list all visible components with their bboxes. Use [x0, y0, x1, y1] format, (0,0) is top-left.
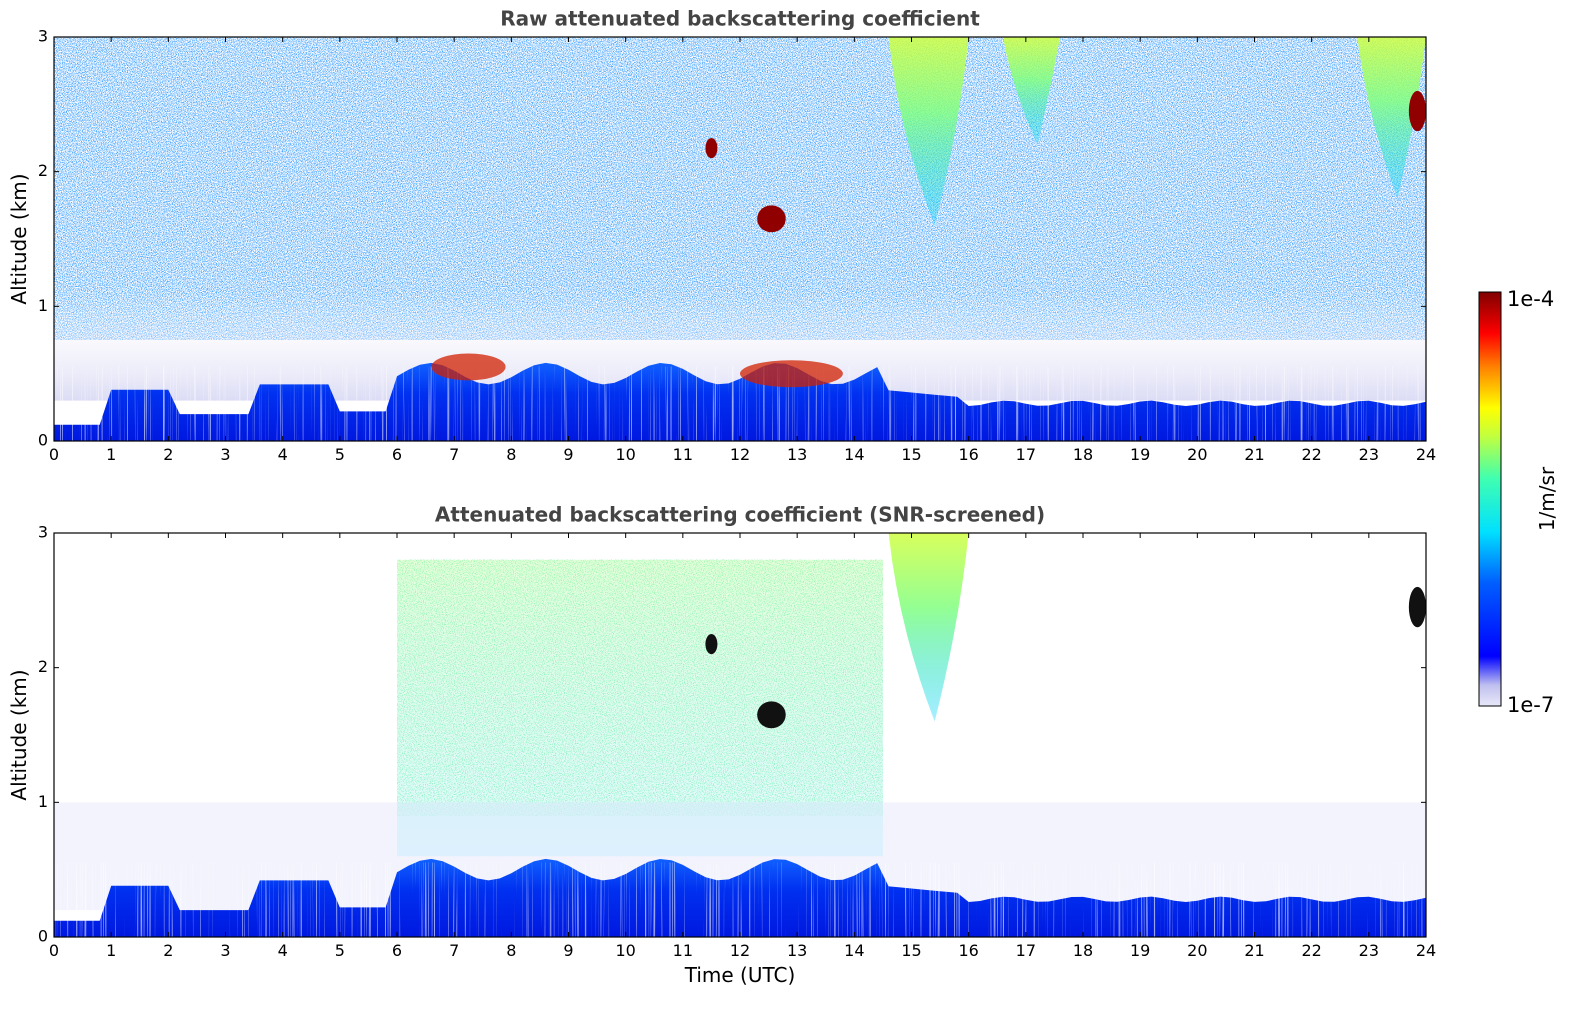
x-tick-label: 11	[673, 445, 693, 464]
x-tick-label: 23	[1359, 445, 1379, 464]
x-tick-label: 15	[901, 941, 921, 960]
y-tick-label: 3	[38, 27, 48, 46]
x-tick-label: 12	[730, 941, 750, 960]
x-tick-label: 13	[787, 941, 807, 960]
x-tick-label: 18	[1073, 941, 1093, 960]
x-tick-label: 22	[1301, 941, 1321, 960]
x-tick-label: 18	[1073, 445, 1093, 464]
feature-cloud-c	[1408, 586, 1426, 628]
x-tick-label: 17	[1016, 941, 1036, 960]
x-tick-label: 6	[392, 445, 402, 464]
x-tick-label: 1	[106, 941, 116, 960]
feature-cirrus-3	[1357, 37, 1426, 199]
x-axis-label: Time (UTC)	[684, 963, 796, 987]
y-tick-label: 2	[38, 161, 48, 180]
x-tick-label: 13	[787, 445, 807, 464]
x-tick-label: 14	[844, 941, 864, 960]
x-tick-label: 11	[673, 941, 693, 960]
panels: Raw attenuated backscattering coefficien…	[7, 7, 1436, 988]
x-tick-label: 23	[1359, 941, 1379, 960]
y-tick-label: 3	[38, 523, 48, 542]
x-tick-label: 21	[1244, 941, 1264, 960]
feature-cloud-a	[705, 138, 718, 159]
noise-field	[54, 37, 1426, 340]
x-tick-label: 8	[506, 445, 516, 464]
panel-title: Raw attenuated backscattering coefficien…	[500, 7, 980, 31]
x-tick-label: 14	[844, 445, 864, 464]
y-axis-label: Altitude (km)	[7, 669, 31, 800]
x-tick-label: 7	[449, 445, 459, 464]
y-tick-label: 1	[38, 792, 48, 811]
x-tick-label: 1	[106, 445, 116, 464]
feature-cloud-a	[705, 634, 718, 655]
feature-aerosol-top-1	[431, 353, 506, 381]
feature-boundary-layer-gaps	[54, 366, 1426, 441]
x-tick-label: 20	[1187, 941, 1207, 960]
x-tick-label: 5	[335, 941, 345, 960]
x-tick-label: 2	[163, 445, 173, 464]
x-tick-label: 16	[958, 445, 978, 464]
feature-boundary-layer-gaps	[54, 862, 1426, 937]
x-tick-label: 3	[220, 445, 230, 464]
x-tick-label: 21	[1244, 445, 1264, 464]
colorbar: 1e-4 1e-7 1/m/sr	[1478, 287, 1559, 717]
colorbar-min-label: 1e-7	[1507, 693, 1554, 717]
x-tick-label: 9	[563, 445, 573, 464]
x-tick-label: 12	[730, 445, 750, 464]
x-tick-label: 0	[49, 445, 59, 464]
colorbar-gradient	[1478, 291, 1502, 707]
panel-2: Attenuated backscattering coefficient (S…	[7, 503, 1436, 988]
x-tick-label: 24	[1416, 941, 1436, 960]
x-tick-label: 6	[392, 941, 402, 960]
heatmap-field	[54, 533, 1426, 937]
x-tick-label: 10	[615, 445, 635, 464]
x-tick-label: 4	[278, 445, 288, 464]
colorbar-unit-label: 1/m/sr	[1535, 466, 1559, 531]
x-tick-label: 0	[49, 941, 59, 960]
x-tick-label: 4	[278, 941, 288, 960]
colorbar-max-label: 1e-4	[1507, 287, 1554, 311]
x-tick-label: 9	[563, 941, 573, 960]
feature-cloud-b	[757, 205, 786, 233]
x-tick-label: 7	[449, 941, 459, 960]
y-tick-label: 0	[38, 431, 48, 450]
x-tick-label: 16	[958, 941, 978, 960]
x-tick-label: 24	[1416, 445, 1436, 464]
x-tick-label: 10	[615, 941, 635, 960]
x-tick-label: 15	[901, 445, 921, 464]
x-tick-label: 17	[1016, 445, 1036, 464]
x-tick-label: 22	[1301, 445, 1321, 464]
feature-cloud-b	[757, 701, 786, 729]
feature-cirrus-1	[888, 533, 969, 722]
x-tick-label: 8	[506, 941, 516, 960]
y-tick-label: 2	[38, 657, 48, 676]
panel-1: Raw attenuated backscattering coefficien…	[7, 7, 1436, 465]
x-tick-label: 2	[163, 941, 173, 960]
feature-cirrus-1	[888, 37, 969, 226]
x-tick-label: 19	[1130, 941, 1150, 960]
y-tick-label: 1	[38, 296, 48, 315]
feature-residual-aerosol	[397, 559, 883, 857]
feature-cloud-c	[1408, 90, 1426, 132]
panel-title: Attenuated backscattering coefficient (S…	[435, 503, 1045, 527]
y-axis-label: Altitude (km)	[7, 173, 31, 304]
x-tick-label: 3	[220, 941, 230, 960]
x-tick-label: 20	[1187, 445, 1207, 464]
x-tick-label: 5	[335, 445, 345, 464]
feature-cirrus-2	[1002, 37, 1061, 145]
y-tick-label: 0	[38, 927, 48, 946]
x-tick-label: 19	[1130, 445, 1150, 464]
heatmap-field	[54, 37, 1426, 441]
feature-aerosol-top-2	[740, 360, 843, 388]
